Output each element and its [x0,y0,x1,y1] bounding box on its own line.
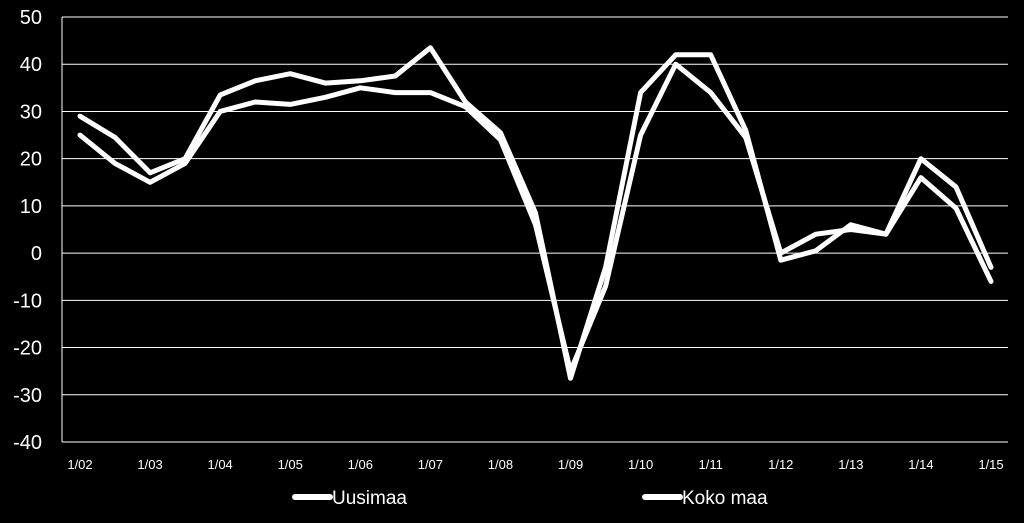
x-axis-tick-labels: 1/02 1/03 1/04 1/05 1/06 1/07 1/08 1/09 1/10 1/11… [67,457,1003,472]
x-tick-label: 1/03 [137,457,162,472]
x-tick-label: 1/02 [67,457,92,472]
y-tick-label: -40 [13,432,42,454]
x-tick-label: 1/09 [558,457,583,472]
series-line-uusimaa [77,45,994,381]
x-tick-label: 1/13 [838,457,863,472]
y-axis-tick-labels: 50 40 30 20 10 0 -10 -20 -30 -40 [13,7,42,454]
series-lines [77,45,994,381]
x-tick-label: 1/10 [628,457,653,472]
legend-label-koko-maa: Koko maa [682,488,768,509]
x-tick-label: 1/07 [418,457,443,472]
x-tick-label: 1/06 [348,457,373,472]
x-tick-label: 1/14 [908,457,933,472]
x-tick-label: 1/11 [699,457,723,472]
series-line-koko-maa [77,61,994,374]
x-tick-label: 1/15 [978,457,1003,472]
y-tick-label: 50 [20,7,42,29]
y-tick-label: 20 [20,149,42,171]
x-tick-label: 1/05 [278,457,303,472]
y-tick-label: -30 [13,385,42,407]
y-tick-label: -20 [13,338,42,360]
legend-label-uusimaa: Uusimaa [332,488,407,509]
y-tick-label: 40 [20,54,42,76]
legend: Uusimaa Koko maa [292,488,768,509]
y-tick-label: 0 [31,243,42,265]
y-tick-label: 30 [20,101,42,123]
y-tick-label: 10 [20,196,42,218]
x-tick-label: 1/12 [768,457,793,472]
x-tick-label: 1/04 [207,457,232,472]
x-tick-label: 1/08 [488,457,513,472]
y-tick-label: -10 [13,290,42,312]
